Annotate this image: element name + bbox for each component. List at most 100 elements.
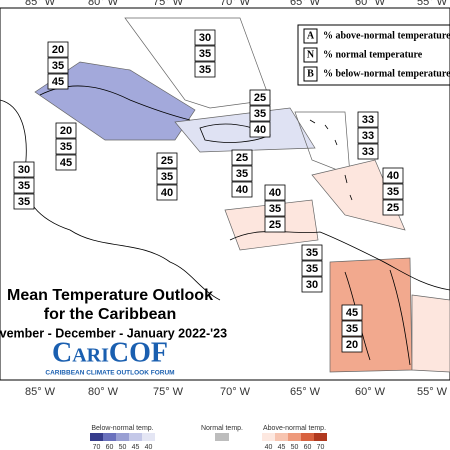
longitude-bottom: 85° W (25, 386, 56, 398)
colorbar-swatch (262, 433, 275, 441)
legend-text: % above-normal temperature (323, 30, 450, 41)
forecast-cell (341, 336, 363, 353)
forecast-value: 35 (60, 141, 72, 153)
forecast-cell (156, 184, 178, 201)
legend-letter: A (307, 30, 315, 41)
forecast-boxes: 20 35 45 20 35 45 30 35 35 30 35 35 25 35 40 25 35 40 25 35… (13, 29, 404, 353)
colorbar-tick: 60 (106, 444, 114, 450)
zone-cuba (34, 61, 196, 141)
zone-suriname-east (411, 294, 450, 373)
longitude-top: 60° W (355, 0, 386, 8)
forecast-cell (382, 167, 404, 184)
forecast-cell (156, 168, 178, 185)
zone-bahamas (124, 17, 271, 109)
forecast-value: 35 (161, 171, 173, 183)
forecast-value: 45 (52, 76, 64, 88)
colorbar-tick: 50 (119, 444, 127, 450)
zone-windward (311, 159, 406, 231)
legend-letter: B (307, 68, 314, 79)
legend-box (297, 24, 450, 86)
forecast-cell (231, 181, 253, 198)
legend-text: % below-normal temperature (323, 68, 450, 79)
colorbar-swatch (129, 433, 142, 441)
longitude-bottom: 75° W (153, 386, 184, 398)
forecast-value: 35 (269, 203, 281, 215)
colorbar-swatch (142, 433, 155, 441)
forecast-value: 20 (346, 339, 358, 351)
forecast-cell (13, 193, 35, 210)
forecast-value: 25 (236, 152, 248, 164)
forecast-cell (47, 57, 69, 74)
forecast-cell (382, 199, 404, 216)
colorbar-swatch (301, 433, 314, 441)
forecast-value: 40 (254, 124, 266, 136)
forecast-value: 35 (306, 263, 318, 275)
forecast-cell (55, 122, 77, 139)
longitude-labels: 85° W 80° W 75° W 70° W 65° W 60° W 55° W 85° W… (25, 0, 448, 398)
forecast-cell (156, 152, 178, 169)
forecast-cell (231, 165, 253, 182)
forecast-value: 35 (387, 186, 399, 198)
longitude-top: 65° W (290, 0, 321, 8)
colorbar-above-label: Above-normal temp. (263, 425, 326, 432)
coast-lesser-antilles (309, 119, 353, 201)
colorbar-tick: 50 (291, 444, 299, 450)
logo-tagline: CARIBBEAN CLIMATE OUTLOOK FORUM (45, 370, 174, 377)
forecast-value: 33 (362, 130, 374, 142)
colorbar-swatch (314, 433, 327, 441)
longitude-bottom: 70° W (220, 386, 251, 398)
forecast-cell (301, 244, 323, 261)
forecast-value: 40 (161, 187, 173, 199)
forecast-value: 40 (236, 184, 248, 196)
colorbar-tick: 70 (317, 444, 325, 450)
colorbar-swatch-normal (215, 433, 229, 441)
forecast-value: 45 (60, 157, 72, 169)
forecast-value: 30 (306, 279, 318, 291)
forecast-cell (357, 127, 379, 144)
colorbar-below-label: Below-normal temp. (91, 425, 153, 432)
forecast-value: 25 (254, 92, 266, 104)
forecast-cell (301, 260, 323, 277)
forecast-value: 35 (236, 168, 248, 180)
forecast-value: 25 (161, 155, 173, 167)
forecast-value: 35 (346, 323, 358, 335)
forecast-cell (249, 89, 271, 106)
forecast-value: 33 (362, 114, 374, 126)
colorbar-normal-label: Normal temp. (201, 425, 243, 432)
forecast-cell (341, 320, 363, 337)
forecast-cell (341, 304, 363, 321)
legend-letter: N (307, 49, 315, 60)
legend-letter-box (303, 47, 318, 63)
forecast-cell (264, 184, 286, 201)
longitude-top: 75° W (153, 0, 184, 8)
logo-name: CariCOF (52, 337, 168, 368)
forecast-value: 30 (18, 164, 30, 176)
forecast-value: 30 (199, 32, 211, 44)
forecast-cell (13, 161, 35, 178)
forecast-value: 35 (52, 60, 64, 72)
colorbar-tick: 45 (278, 444, 286, 450)
legend: A % above-normal temperature N % normal tem… (303, 28, 450, 82)
colorbar-swatch (90, 433, 103, 441)
forecast-cell (249, 105, 271, 122)
forecast-cell (301, 276, 323, 293)
forecast-value: 45 (346, 307, 358, 319)
colorbar-swatch (288, 433, 301, 441)
legend-letter-box (303, 66, 318, 82)
forecast-value: 35 (199, 48, 211, 60)
forecast-cell (357, 143, 379, 160)
title-line3: November - December - January 2022-'23 (0, 326, 227, 340)
longitude-bottom: 60° W (355, 386, 386, 398)
forecast-value: 25 (269, 219, 281, 231)
forecast-cell (55, 154, 77, 171)
longitude-top: 55° W (417, 0, 448, 8)
forecast-cell (194, 29, 216, 46)
coast-central-america (0, 99, 221, 301)
colorbar-swatch (275, 433, 288, 441)
colorbar-swatch (116, 433, 129, 441)
legend-letter-box (303, 28, 318, 44)
colorbar-tick: 40 (145, 444, 153, 450)
forecast-cell (47, 41, 69, 58)
